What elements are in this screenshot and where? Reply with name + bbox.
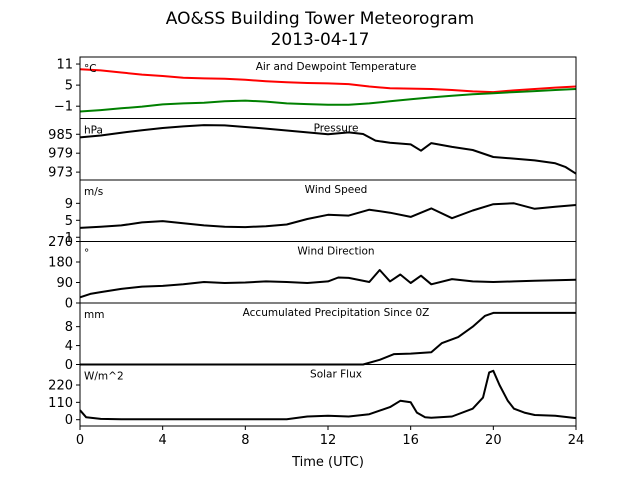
panel-title: Wind Direction — [297, 246, 374, 258]
y-tick-label: 1 — [65, 231, 73, 246]
x-tick-label: 4 — [159, 433, 167, 448]
panel-title: Air and Dewpoint Temperature — [256, 61, 417, 73]
x-tick-label: 0 — [76, 433, 84, 448]
y-tick-label: 4 — [65, 339, 73, 354]
y-tick-label: 0 — [65, 297, 73, 312]
panel-title: Solar Flux — [310, 369, 362, 381]
panel-unit-label: ° — [84, 248, 89, 260]
x-tick-label: 8 — [241, 433, 249, 448]
x-tick-label: 16 — [402, 433, 419, 448]
chart-subtitle: 2013-04-17 — [271, 30, 370, 50]
x-tick-label: 20 — [485, 433, 502, 448]
x-tick-label: 12 — [320, 433, 337, 448]
y-tick-label: 5 — [65, 79, 73, 94]
series-line-temperature-0 — [79, 68, 577, 94]
panel-wind-direction: 270 180 90 0 Wind Direction ° — [48, 235, 577, 312]
y-tick-label: 90 — [56, 276, 73, 291]
series-line-temperature-1 — [79, 88, 577, 113]
panel-unit-label: m/s — [84, 186, 103, 198]
panel-solar-flux: 220 110 0 Solar Flux W/m^2 — [48, 364, 577, 428]
x-axis-label: Time (UTC) — [291, 455, 364, 470]
y-tick-label: 180 — [48, 256, 73, 271]
panel-wind-speed: 9 5 1 Wind Speed m/s — [65, 179, 577, 246]
y-tick-label: 11 — [56, 58, 73, 73]
y-tick-label: 985 — [48, 128, 73, 143]
x-axis: 0 4 8 12 16 20 24 — [76, 426, 584, 448]
y-tick-label: 110 — [48, 396, 73, 411]
panel-unit-label: °C — [84, 63, 97, 75]
panel-title: Wind Speed — [305, 184, 368, 196]
panel-unit-label: W/m^2 — [84, 371, 124, 383]
series-line-solar-flux-0 — [79, 369, 577, 421]
y-tick-label: 5 — [65, 214, 73, 229]
series-line-wind-direction-0 — [79, 269, 577, 299]
series-line-wind-speed-0 — [79, 202, 577, 229]
panel-unit-label: mm — [84, 309, 104, 321]
series-line-precipitation-0 — [80, 311, 576, 366]
y-tick-label: 0 — [65, 413, 73, 428]
x-tick-label: 24 — [568, 433, 585, 448]
panel-title: Accumulated Precipitation Since 0Z — [243, 307, 430, 319]
panel-temperature: 11 5 −1 Air and Dewpoint Temperature °C — [54, 56, 577, 119]
y-tick-label: 979 — [48, 147, 73, 162]
y-tick-label: 8 — [65, 320, 73, 335]
y-tick-label: 220 — [48, 379, 73, 394]
chart-title: AO&SS Building Tower Meteorogram — [166, 9, 474, 29]
panel-unit-label: hPa — [84, 125, 103, 137]
y-tick-label: 9 — [65, 197, 73, 212]
y-tick-label: 0 — [65, 358, 73, 373]
y-tick-label: 973 — [48, 166, 73, 181]
series-line-pressure-0 — [79, 124, 577, 175]
panel-pressure: 985 979 973 Pressure hPa — [48, 118, 577, 181]
y-tick-label: 270 — [48, 235, 73, 250]
y-tick-label: −1 — [54, 100, 73, 115]
panel-title: Pressure — [314, 123, 359, 135]
panel-precipitation: 8 4 0 Accumulated Precipitation Since 0Z mm — [65, 302, 577, 373]
